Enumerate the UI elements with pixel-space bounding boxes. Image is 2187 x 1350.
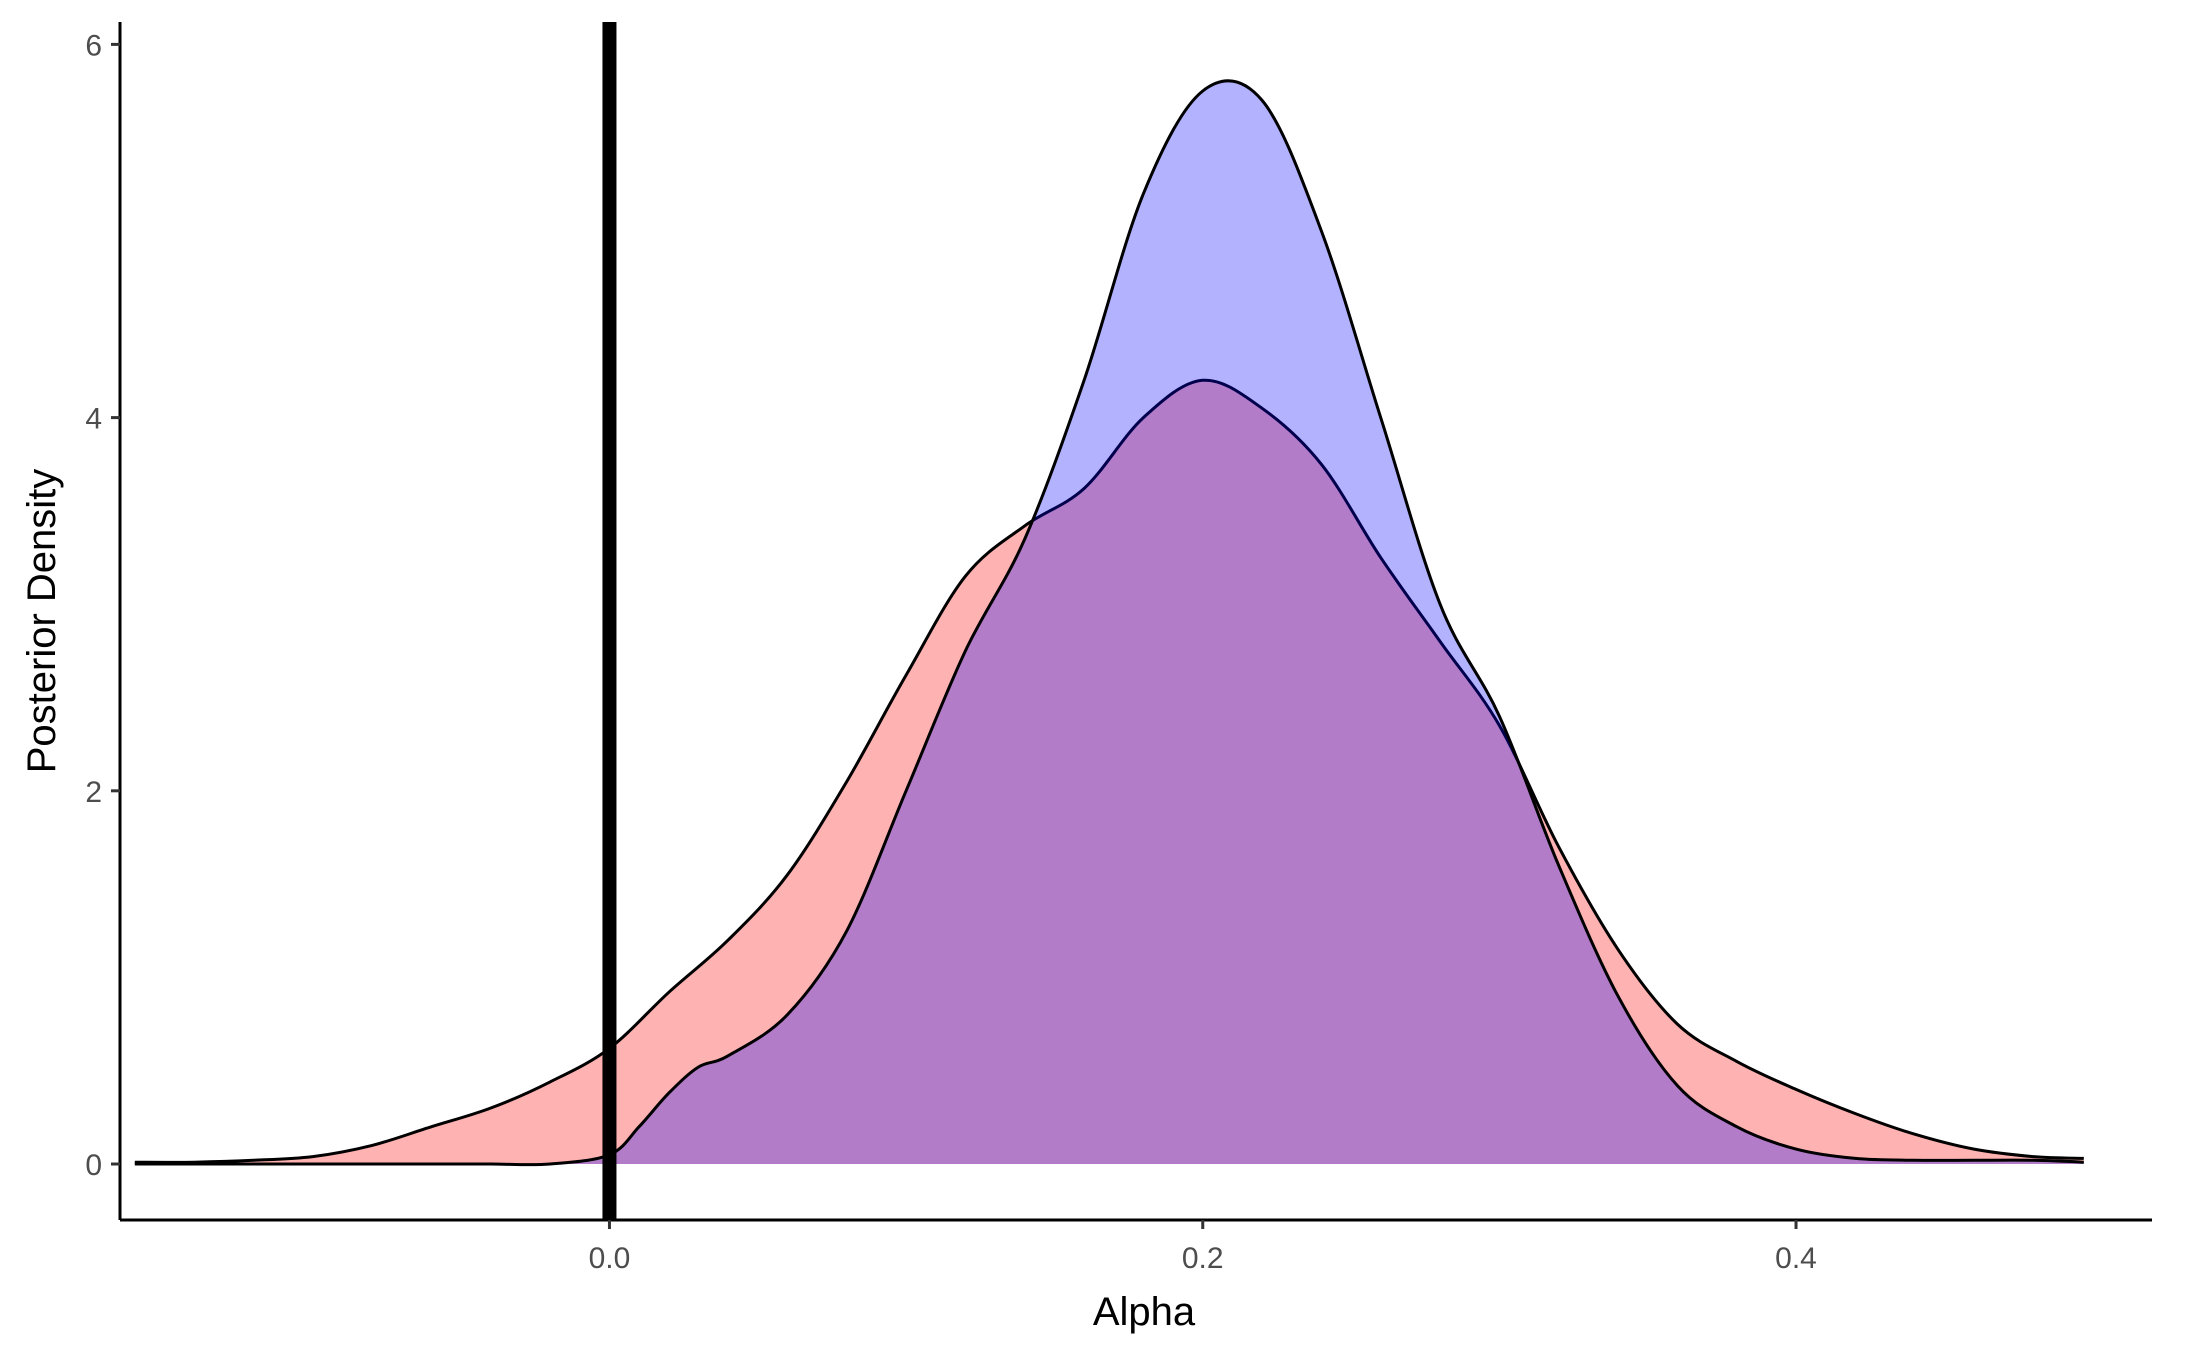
x-axis-ticks: 0.0 0.2 0.4 bbox=[589, 1220, 1817, 1275]
y-axis-title: Posterior Density bbox=[20, 469, 64, 774]
y-tick-label: 0 bbox=[85, 1149, 102, 1182]
density-area-series-1 bbox=[134, 380, 2084, 1164]
x-axis-title: Alpha bbox=[1093, 1290, 1196, 1334]
y-axis-ticks: 0 2 4 6 bbox=[85, 29, 120, 1182]
y-tick-label: 4 bbox=[85, 403, 102, 436]
x-tick-label: 0.0 bbox=[589, 1242, 631, 1275]
density-curve-series-1 bbox=[134, 378, 2084, 1164]
density-curve-series-2 bbox=[134, 79, 2084, 1167]
density-series-layer bbox=[134, 79, 2084, 1167]
x-tick-label: 0.4 bbox=[1775, 1242, 1817, 1275]
y-tick-label: 2 bbox=[85, 776, 102, 809]
density-area-series-2 bbox=[134, 80, 2084, 1165]
y-tick-label: 6 bbox=[85, 29, 102, 62]
x-tick-label: 0.2 bbox=[1182, 1242, 1224, 1275]
